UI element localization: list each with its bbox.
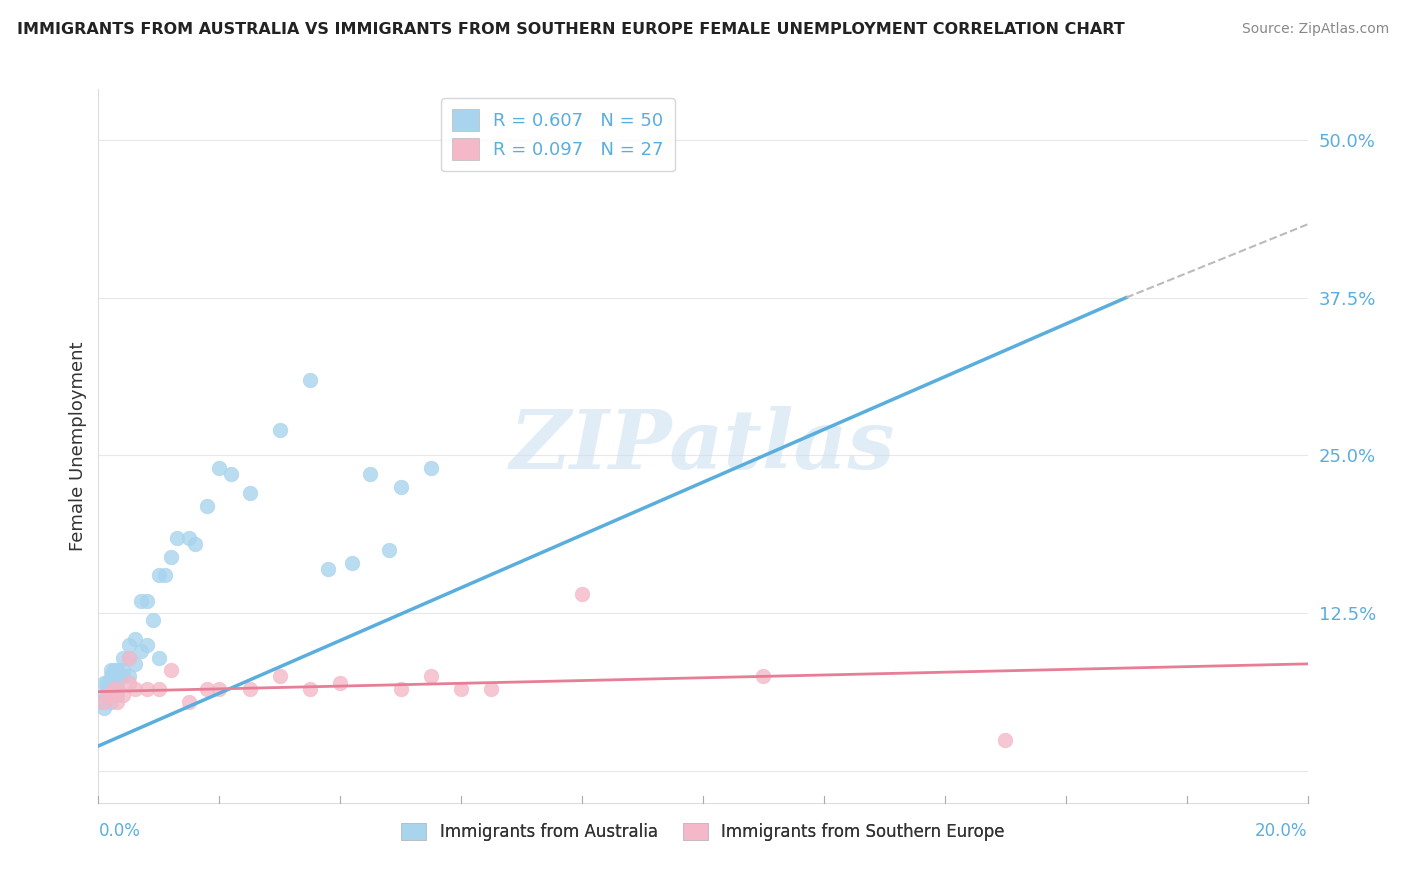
Point bbox=[96, 682, 118, 697]
Point bbox=[90, 695, 112, 709]
Text: ZIPatlas: ZIPatlas bbox=[510, 406, 896, 486]
Point bbox=[166, 531, 188, 545]
Point bbox=[377, 543, 399, 558]
Point bbox=[96, 689, 118, 703]
Point bbox=[105, 689, 128, 703]
Point bbox=[148, 568, 170, 582]
Point bbox=[103, 682, 125, 697]
Point bbox=[124, 632, 146, 646]
Point bbox=[221, 467, 243, 482]
Point bbox=[105, 682, 128, 697]
Point bbox=[135, 593, 157, 607]
Point bbox=[100, 663, 122, 677]
Point bbox=[299, 373, 322, 387]
Point bbox=[118, 675, 141, 690]
Point bbox=[111, 663, 134, 677]
Text: 0.0%: 0.0% bbox=[98, 822, 141, 839]
Point bbox=[179, 695, 201, 709]
Text: 20.0%: 20.0% bbox=[1256, 822, 1308, 839]
Text: IMMIGRANTS FROM AUSTRALIA VS IMMIGRANTS FROM SOUTHERN EUROPE FEMALE UNEMPLOYMENT: IMMIGRANTS FROM AUSTRALIA VS IMMIGRANTS … bbox=[17, 22, 1125, 37]
Point bbox=[239, 486, 262, 500]
Point bbox=[195, 499, 218, 513]
Point bbox=[195, 682, 218, 697]
Point bbox=[118, 650, 141, 665]
Point bbox=[389, 480, 412, 494]
Point bbox=[571, 587, 593, 601]
Point bbox=[481, 682, 503, 697]
Point bbox=[118, 669, 141, 683]
Point bbox=[93, 701, 115, 715]
Point bbox=[316, 562, 339, 576]
Point bbox=[118, 650, 141, 665]
Point bbox=[153, 568, 176, 582]
Legend: Immigrants from Australia, Immigrants from Southern Europe: Immigrants from Australia, Immigrants fr… bbox=[395, 816, 1011, 848]
Point bbox=[105, 695, 128, 709]
Point bbox=[105, 663, 128, 677]
Point bbox=[129, 644, 152, 658]
Point bbox=[420, 669, 443, 683]
Point bbox=[100, 689, 122, 703]
Point bbox=[160, 549, 183, 564]
Point bbox=[420, 461, 443, 475]
Point bbox=[450, 145, 472, 160]
Point bbox=[124, 657, 146, 671]
Point bbox=[93, 675, 115, 690]
Point bbox=[118, 638, 141, 652]
Point bbox=[208, 682, 231, 697]
Point bbox=[103, 689, 125, 703]
Point bbox=[100, 695, 122, 709]
Point bbox=[111, 669, 134, 683]
Point bbox=[93, 695, 115, 709]
Y-axis label: Female Unemployment: Female Unemployment bbox=[69, 342, 87, 550]
Point bbox=[239, 682, 262, 697]
Point bbox=[124, 682, 146, 697]
Point bbox=[179, 531, 201, 545]
Point bbox=[135, 638, 157, 652]
Point bbox=[142, 613, 165, 627]
Point bbox=[100, 669, 122, 683]
Point bbox=[360, 467, 382, 482]
Point bbox=[111, 650, 134, 665]
Point bbox=[105, 682, 128, 697]
Point bbox=[135, 682, 157, 697]
Point bbox=[105, 675, 128, 690]
Point bbox=[100, 682, 122, 697]
Point bbox=[108, 669, 131, 683]
Point bbox=[269, 423, 291, 437]
Point bbox=[269, 669, 291, 683]
Text: Source: ZipAtlas.com: Source: ZipAtlas.com bbox=[1241, 22, 1389, 37]
Point bbox=[184, 537, 207, 551]
Point bbox=[129, 593, 152, 607]
Point bbox=[103, 663, 125, 677]
Point bbox=[148, 682, 170, 697]
Point bbox=[342, 556, 364, 570]
Point bbox=[96, 675, 118, 690]
Point bbox=[389, 682, 412, 697]
Point bbox=[148, 650, 170, 665]
Point bbox=[208, 461, 231, 475]
Point bbox=[299, 682, 322, 697]
Point bbox=[160, 663, 183, 677]
Point bbox=[994, 732, 1017, 747]
Point bbox=[752, 669, 775, 683]
Point bbox=[111, 689, 134, 703]
Point bbox=[329, 675, 352, 690]
Point bbox=[450, 682, 472, 697]
Point bbox=[93, 689, 115, 703]
